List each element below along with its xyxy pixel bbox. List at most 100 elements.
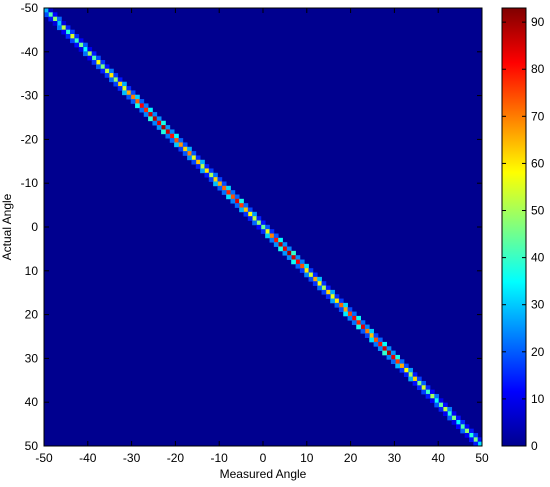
heatmap-cell xyxy=(83,47,88,52)
heatmap-cell xyxy=(282,242,288,247)
heatmap-cell xyxy=(117,86,123,91)
heatmap-cell xyxy=(195,155,201,161)
heatmap-cell xyxy=(390,350,396,356)
heatmap-cell xyxy=(191,155,197,161)
heatmap-cell xyxy=(165,133,171,139)
heatmap-cell xyxy=(161,129,166,135)
heatmap-cell xyxy=(226,194,231,200)
heatmap-cell xyxy=(113,73,119,78)
heatmap-cell xyxy=(48,8,54,13)
colorbar-tick-label: 60 xyxy=(531,156,545,170)
heatmap-cell xyxy=(468,437,474,443)
x-axis-ticks: -50 -40 -30 -20 -10 0 10 20 30 40 50 xyxy=(35,8,489,465)
heatmap-cell xyxy=(65,34,71,39)
heatmap-cell xyxy=(109,73,114,78)
heatmap-cell xyxy=(122,86,127,91)
heatmap-cell xyxy=(308,276,314,282)
heatmap-cell xyxy=(247,207,253,213)
heatmap-cell xyxy=(256,224,262,230)
heatmap-cell xyxy=(217,181,223,187)
heatmap-cell xyxy=(78,47,84,52)
heatmap-cell xyxy=(451,415,457,421)
heatmap-cell xyxy=(403,363,409,369)
heatmap-cell xyxy=(473,432,479,438)
heatmap-cell xyxy=(273,237,279,243)
heatmap-cell xyxy=(273,233,279,239)
heatmap-cell xyxy=(373,341,379,347)
heatmap-cell xyxy=(217,177,223,182)
heatmap-cell xyxy=(265,229,270,234)
heatmap-cell xyxy=(412,380,418,386)
heatmap-cell xyxy=(52,21,58,26)
y-tick-label: -30 xyxy=(21,89,39,103)
heatmap-cell xyxy=(113,81,119,87)
heatmap-cell xyxy=(416,380,422,386)
heatmap-cell xyxy=(260,224,266,230)
heatmap-cell xyxy=(148,112,153,117)
heatmap-cell xyxy=(239,207,244,213)
colorbar-tick-label: 20 xyxy=(531,345,545,359)
heatmap-cell xyxy=(338,298,344,304)
heatmap-cell xyxy=(109,68,114,74)
colorbar-tick-label: 0 xyxy=(531,439,538,453)
heatmap-cell xyxy=(325,285,331,291)
heatmap-cell xyxy=(226,190,231,195)
heatmap-cell xyxy=(87,47,93,52)
heatmap-cell xyxy=(152,112,158,117)
heatmap-cell xyxy=(343,302,348,308)
heatmap-cell xyxy=(178,142,184,148)
heatmap-cell xyxy=(243,207,249,213)
heatmap-cell xyxy=(356,315,361,321)
heatmap-cell xyxy=(390,359,396,365)
heatmap-cell xyxy=(286,255,292,260)
heatmap-cell xyxy=(44,8,49,13)
heatmap-cell xyxy=(204,172,210,178)
heatmap-cell xyxy=(434,402,440,408)
heatmap-cell xyxy=(213,181,218,187)
heatmap-cell xyxy=(174,138,179,143)
heatmap-cell xyxy=(161,120,166,126)
heatmap-cell xyxy=(122,81,127,87)
heatmap-cell xyxy=(351,311,357,317)
heatmap-cell xyxy=(460,419,466,425)
heatmap-cell xyxy=(291,255,296,260)
heatmap-cell xyxy=(122,90,127,96)
heatmap-cell xyxy=(429,398,435,404)
heatmap-cell xyxy=(260,229,266,234)
heatmap-cell xyxy=(408,367,414,373)
heatmap-cell xyxy=(243,203,249,208)
heatmap-cell xyxy=(416,385,422,391)
colorbar: 0 10 20 30 40 50 60 70 80 90 xyxy=(501,7,545,453)
heatmap-cell xyxy=(226,185,231,191)
heatmap-cell xyxy=(65,25,71,31)
heatmap-cell xyxy=(338,302,344,308)
heatmap-cell xyxy=(187,151,192,156)
heatmap-cell xyxy=(395,354,401,360)
heatmap-cell xyxy=(239,198,244,204)
heatmap-cell xyxy=(61,29,67,35)
heatmap-cell xyxy=(347,315,353,321)
heatmap-cell xyxy=(304,263,309,269)
heatmap-cell xyxy=(304,272,309,278)
heatmap-cell xyxy=(221,190,227,195)
x-tick-label: 30 xyxy=(388,451,402,465)
heatmap-cell xyxy=(247,216,253,221)
heatmap-cell xyxy=(48,12,54,18)
heatmap-cell xyxy=(312,281,318,286)
heatmap-cell xyxy=(252,220,257,226)
heatmap-cell xyxy=(104,73,110,78)
x-tick-label: 20 xyxy=(344,451,358,465)
heatmap-cell xyxy=(126,94,132,100)
heatmap-cell xyxy=(425,389,431,395)
heatmap-cell xyxy=(148,107,153,113)
heatmap-cell xyxy=(70,38,75,44)
heatmap-cell xyxy=(295,259,301,265)
heatmap-cell xyxy=(200,159,205,165)
heatmap-cell xyxy=(252,216,257,221)
heatmap-cell xyxy=(451,411,457,417)
heatmap-cell xyxy=(130,90,136,96)
y-axis-title: Actual Angle xyxy=(0,193,14,260)
heatmap-cell xyxy=(265,233,270,239)
heatmap-cell xyxy=(330,298,335,304)
heatmap-cell xyxy=(65,29,71,35)
